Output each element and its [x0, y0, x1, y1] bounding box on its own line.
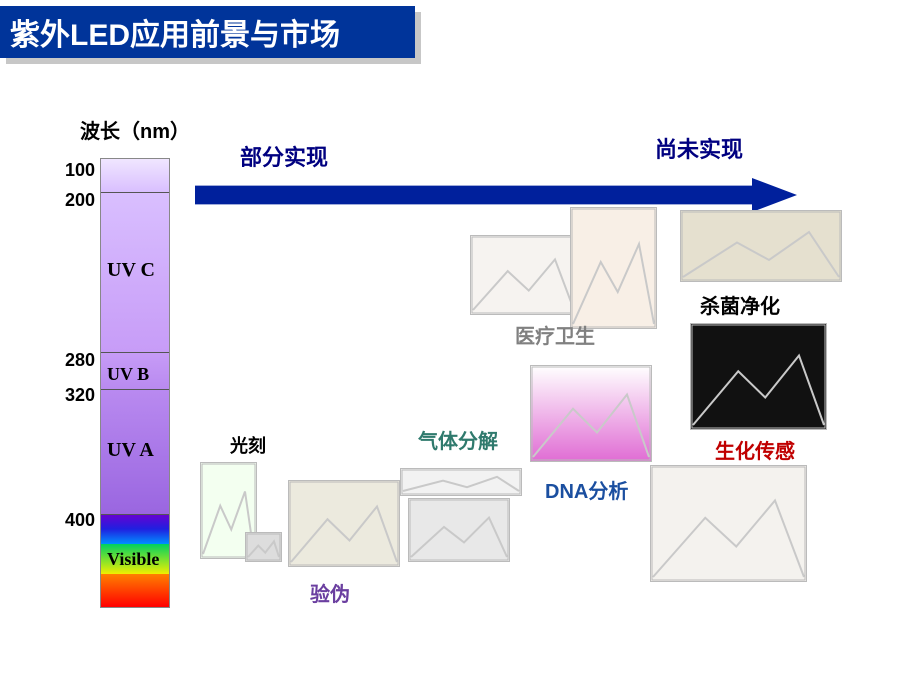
- gas-decomposition-image: [408, 498, 510, 562]
- spectrum-segment: [101, 574, 169, 607]
- gas-decomposition-label: 气体分解: [418, 425, 498, 454]
- spectrum-band-label: UV C: [107, 259, 155, 282]
- placeholder-icon: [289, 481, 399, 566]
- axis-tick: 280: [55, 350, 95, 371]
- medical-health-image: [470, 235, 577, 315]
- spectrum-divider: [101, 192, 169, 193]
- placeholder-icon: [401, 469, 521, 495]
- bio-sensing-image: [690, 323, 827, 430]
- spectrum-segment: [101, 159, 169, 192]
- spectrum-divider: [101, 514, 169, 515]
- timeline-arrow-shape: [195, 178, 797, 212]
- misc-diagram-image: [650, 465, 807, 582]
- placeholder-icon: [409, 499, 509, 561]
- placeholder-icon: [571, 208, 656, 328]
- timeline-stage-label: 部分实现: [240, 140, 328, 172]
- spectrum-divider: [101, 352, 169, 353]
- anti-counterfeit-label: 验伪: [310, 578, 350, 607]
- timeline-arrow: [195, 178, 797, 212]
- medical-health-label: 医疗卫生: [515, 320, 595, 349]
- axis-tick: 320: [55, 385, 95, 406]
- lithography-image: [245, 532, 282, 562]
- placeholder-icon: [691, 324, 826, 429]
- spectrum-band-label: UV B: [107, 364, 149, 385]
- slide-title: 紫外LED应用前景与市场: [10, 10, 340, 54]
- placeholder-icon: [531, 366, 651, 461]
- medical-health-image: [570, 207, 657, 329]
- axis-tick: 200: [55, 190, 95, 211]
- dna-analysis-label: DNA分析: [545, 475, 628, 504]
- bio-sensing-label: 生化传感: [715, 435, 795, 464]
- slide-title-banner: 紫外LED应用前景与市场: [0, 6, 415, 58]
- placeholder-icon: [651, 466, 806, 581]
- placeholder-icon: [681, 211, 841, 281]
- spectrum-band-label: UV A: [107, 439, 154, 462]
- timeline-stage-label: 尚未实现: [655, 132, 743, 164]
- wavelength-axis-label: 波长（nm）: [80, 115, 190, 144]
- dna-analysis-image: [530, 365, 652, 462]
- spectrum-band-label: Visible: [107, 549, 159, 570]
- axis-tick: 400: [55, 510, 95, 531]
- lithography-label: 光刻: [230, 432, 266, 458]
- sterilization-image: [680, 210, 842, 282]
- axis-tick: 100: [55, 160, 95, 181]
- placeholder-icon: [471, 236, 576, 314]
- gas-decomposition-image: [400, 468, 522, 496]
- anti-counterfeit-image: [288, 480, 400, 567]
- spectrum-segment: [101, 514, 169, 544]
- sterilization-label: 杀菌净化: [700, 290, 780, 319]
- uv-spectrum-bar: UV C UV B UV A Visible: [100, 158, 170, 608]
- placeholder-icon: [246, 533, 281, 561]
- spectrum-divider: [101, 389, 169, 390]
- slide-root: 紫外LED应用前景与市场 波长（nm） 100 200 280 320 400 UV C…: [0, 0, 920, 690]
